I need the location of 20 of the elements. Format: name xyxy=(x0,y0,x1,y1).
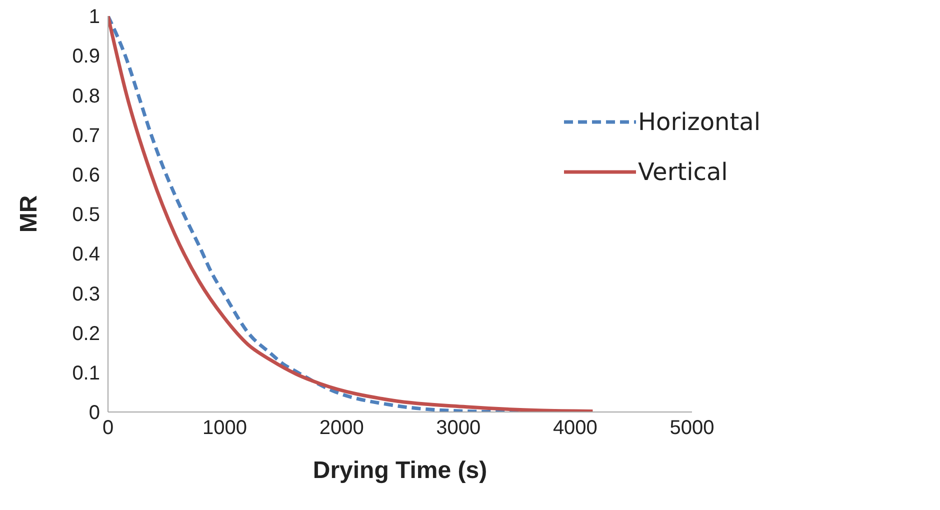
legend-label: Vertical xyxy=(638,158,728,186)
x-tick-label: 4000 xyxy=(552,417,598,440)
x-tick-label: 3000 xyxy=(436,417,481,440)
x-tick-label: 1000 xyxy=(202,417,248,440)
y-tick-label: 0.8 xyxy=(72,85,100,108)
legend-label: Horizontal xyxy=(638,108,761,136)
x-axis-title: Drying Time (s) xyxy=(312,457,488,484)
y-axis-title: MR xyxy=(16,195,43,233)
y-tick-label: 0.6 xyxy=(72,164,100,186)
y-tick-label: 0.5 xyxy=(72,204,100,226)
y-tick-label: 0.9 xyxy=(72,46,100,68)
y-tick-label: 0.4 xyxy=(72,244,100,266)
y-tick-label: 0 xyxy=(88,402,100,424)
y-tick-label: 0.1 xyxy=(72,362,100,384)
y-tick-label: 0.7 xyxy=(72,124,100,147)
y-tick-label: 1 xyxy=(88,6,100,28)
y-tick-label: 0.3 xyxy=(72,283,100,306)
x-tick-label: 2000 xyxy=(319,417,364,440)
y-tick-label: 0.2 xyxy=(72,322,100,345)
x-tick-label: 5000 xyxy=(670,417,714,440)
